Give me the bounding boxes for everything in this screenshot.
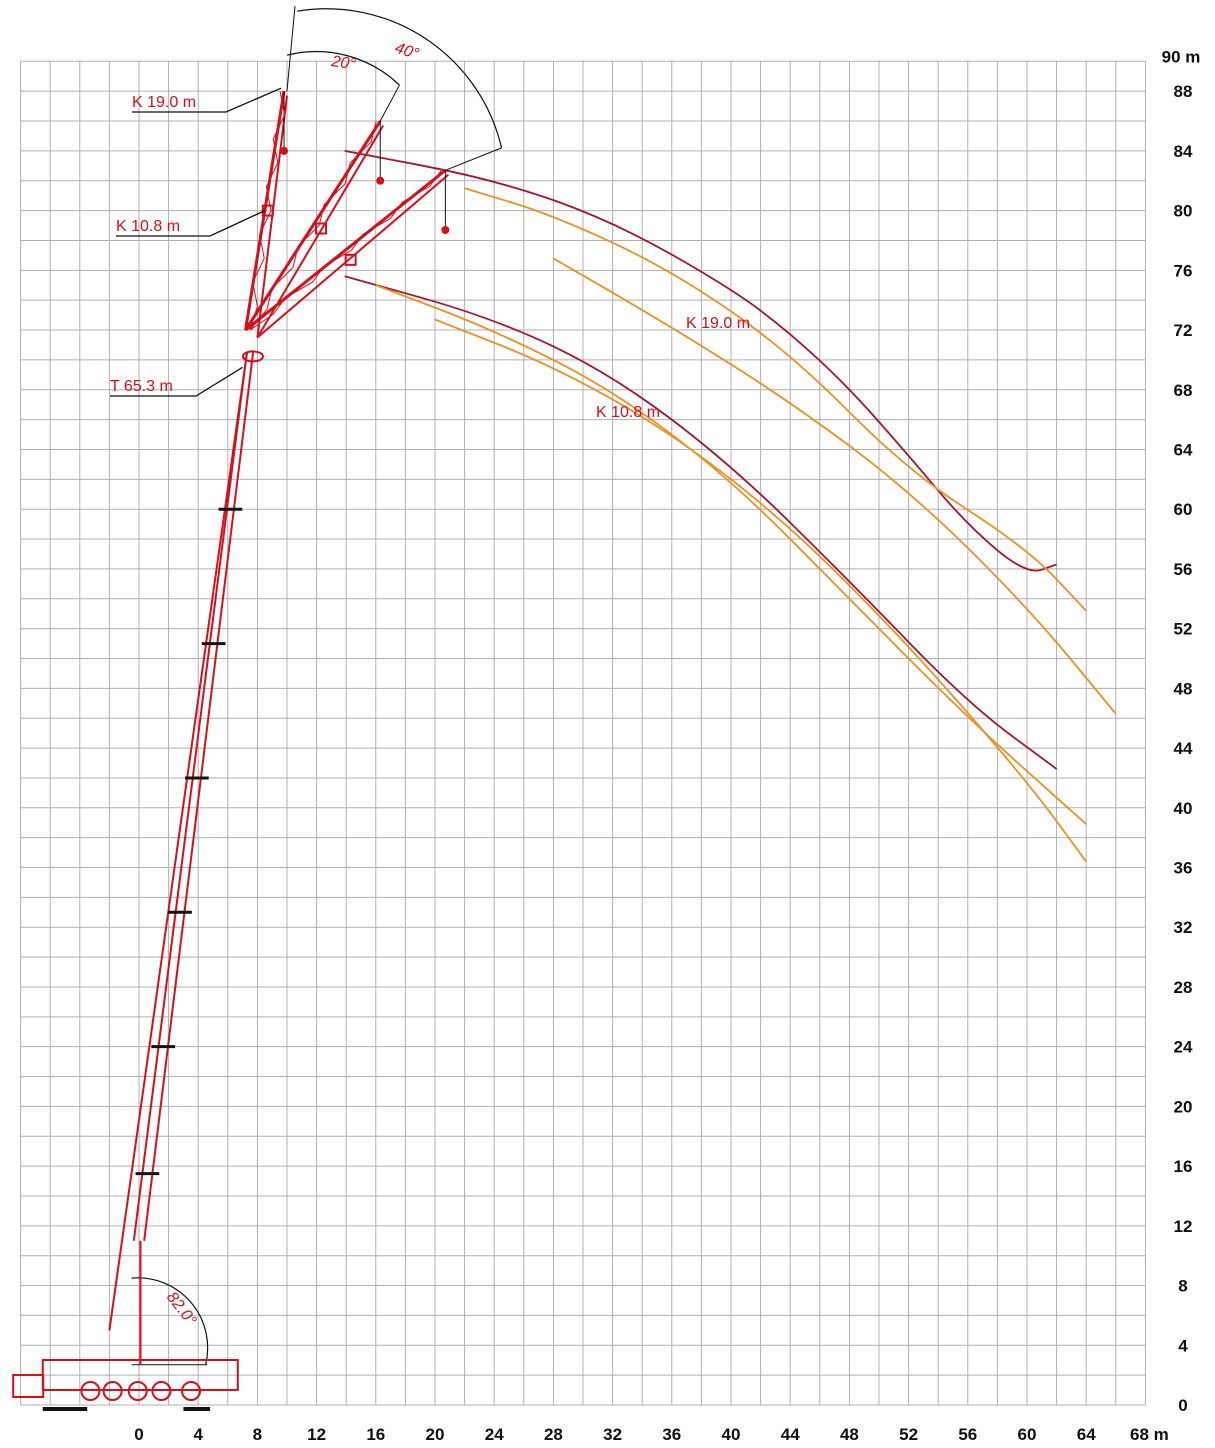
carrier-wheel [127,1381,148,1401]
angle-ref-line [445,147,502,171]
boom-head [241,350,264,363]
y-tick-label: 40 [1174,799,1193,818]
x-tick-label: 16 [366,1425,385,1444]
x-tick-label: 8 [253,1425,262,1444]
x-tick-label: 24 [485,1425,504,1444]
y-tick-label: 90 m [1162,47,1201,66]
telescope-boom-edge [132,352,248,1241]
range-curve [344,275,1058,770]
jib-lattice-edge [256,174,449,339]
x-tick-label: 60 [1018,1425,1037,1444]
y-tick-label: 52 [1174,620,1193,639]
angle-arc-20 [286,51,400,86]
telescope-boom-edge [143,352,255,1241]
x-tick-label: 52 [899,1425,918,1444]
x-tick-label: 32 [603,1425,622,1444]
label-leader [132,87,282,113]
y-tick-label: 80 [1174,202,1193,221]
y-tick-label: 64 [1174,440,1193,459]
hook-block [376,176,385,185]
x-tick-label: 40 [722,1425,741,1444]
label-leader [110,366,243,397]
label-leader [116,210,266,237]
x-tick-label: 0 [134,1425,143,1444]
carrier-cab [12,1374,45,1398]
hook-block [441,226,450,235]
x-tick-label: 36 [662,1425,681,1444]
telescope-boom-base [108,352,249,1331]
jib-lattice-bracing [249,169,442,331]
range-curve [344,149,1057,572]
hook-block [280,146,289,155]
label-k108: K 10.8 m [116,218,180,235]
y-tick-label: 24 [1174,1038,1193,1057]
x-tick-label: 64 [1077,1425,1096,1444]
angle-arc-40 [296,8,503,149]
y-tick-label: 60 [1174,500,1193,519]
y-tick-label: 36 [1174,859,1193,878]
crane-boom-drawing [12,6,503,1411]
x-axis-ticks: 0 4 8 12 16 20 24 28 32 36 40 44 48 52 56 60 64 68 m [134,1425,1169,1444]
y-tick-label: 32 [1174,918,1193,937]
y-tick-label: 8 [1178,1277,1187,1296]
x-tick-label: 12 [307,1425,326,1444]
x-tick-label: 28 [544,1425,563,1444]
x-tick-label: 48 [840,1425,859,1444]
curve-label-k108: K 10.8 m [596,404,660,421]
angle-ref-line [379,84,400,122]
jib-lattice-bracing [249,91,286,331]
x-tick-label: 20 [426,1425,445,1444]
y-tick-label: 76 [1174,261,1193,280]
y-tick-label: 16 [1174,1157,1193,1176]
label-k19: K 19.0 m [132,94,196,111]
range-curve [434,318,1087,863]
y-tick-label: 88 [1174,82,1193,101]
y-tick-label: 20 [1174,1097,1193,1116]
y-tick-label: 68 [1174,381,1193,400]
carrier-wheel [151,1381,172,1401]
jib-joint [261,204,274,217]
angle-arc-82 [131,1277,209,1365]
angle-ref-line [286,6,296,92]
y-tick-label: 72 [1174,321,1193,340]
label-telescope: T 65.3 m [110,378,173,395]
y-tick-label: 4 [1178,1336,1188,1355]
range-curve [552,257,1117,715]
y-tick-label: 28 [1174,978,1193,997]
working-range-curves [344,149,1117,863]
carrier-wheel [102,1381,123,1401]
curve-label-k19: K 19.0 m [686,315,750,332]
angle-20-label: 20° [329,53,357,73]
y-tick-label: 44 [1174,739,1193,758]
x-tick-label: 4 [193,1425,203,1444]
y-tick-label: 84 [1174,142,1193,161]
x-tick-label: 56 [958,1425,977,1444]
range-curve [464,187,1087,612]
carrier-wheel [80,1381,101,1401]
angle-40-label: 40° [393,40,422,64]
y-tick-label: 48 [1174,679,1193,698]
y-axis-ticks: 0481216202428323640444852566064687276808… [1162,47,1201,1415]
jib-lattice-bracing [249,120,377,331]
y-tick-label: 56 [1174,560,1193,579]
y-tick-label: 0 [1178,1396,1187,1415]
grid [20,60,1146,1406]
carrier-wheel [181,1381,202,1401]
y-tick-label: 12 [1174,1217,1193,1236]
x-tick-label: 68 m [1130,1425,1169,1444]
jib-joint [344,253,357,266]
x-tick-label: 44 [781,1425,800,1444]
